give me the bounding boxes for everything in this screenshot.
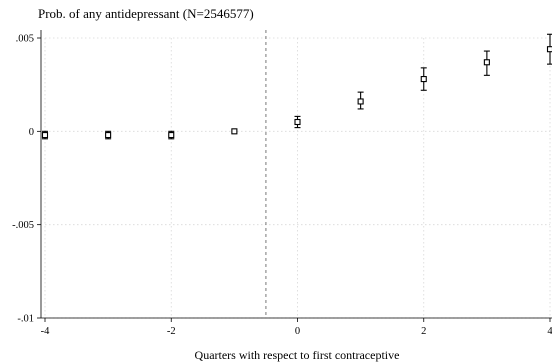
gridlines	[44, 37, 551, 319]
data-point	[105, 132, 112, 139]
data-point	[357, 98, 364, 105]
x-tick-label: 4	[547, 326, 552, 337]
chart-title: Prob. of any antidepressant (N=2546577)	[38, 6, 254, 21]
data-point	[168, 132, 175, 139]
y-axis-ticks: .005 0 -.005 -.01	[12, 34, 41, 325]
data-point	[231, 128, 238, 135]
data-point	[420, 76, 427, 83]
x-axis-ticks: -4 -2 0 2 4	[41, 318, 552, 337]
data-point	[294, 118, 301, 126]
data-point	[483, 59, 490, 66]
data-point	[41, 132, 49, 139]
x-tick-label: 0	[295, 326, 300, 337]
y-tick-label: -.005	[12, 220, 34, 231]
x-axis-title: Quarters with respect to first contracep…	[195, 348, 400, 362]
y-tick-label: -.01	[17, 314, 34, 325]
y-tick-label: .005	[16, 34, 34, 45]
x-tick-label: -2	[167, 326, 176, 337]
data-points	[41, 33, 552, 140]
data-point	[546, 46, 552, 53]
y-tick-label: 0	[29, 127, 34, 138]
x-tick-label: -4	[41, 326, 50, 337]
x-tick-label: 2	[421, 326, 426, 337]
